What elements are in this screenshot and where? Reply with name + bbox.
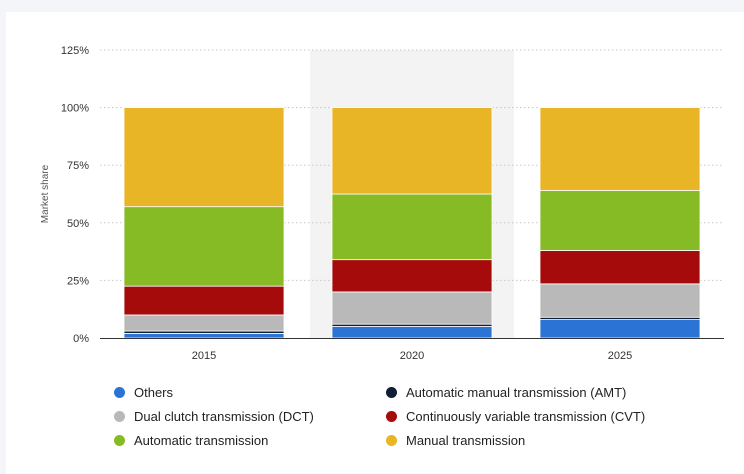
legend-item[interactable]: Automatic transmission [114, 433, 268, 448]
x-axis-ticks: 2015 2020 2025 [192, 350, 632, 362]
bars [123, 107, 701, 339]
bar-segment[interactable] [539, 107, 701, 191]
legend-label: Dual clutch transmission (DCT) [134, 409, 314, 424]
legend-label: Automatic manual transmission (AMT) [406, 385, 627, 400]
bar-segment[interactable] [539, 190, 701, 251]
legend-item[interactable]: Others [114, 385, 173, 400]
bar-segment[interactable] [123, 332, 285, 339]
x-tick-label: 2025 [608, 350, 632, 362]
bar-segment[interactable] [539, 250, 701, 285]
legend-marker [386, 435, 397, 446]
legend-item[interactable]: Automatic manual transmission (AMT) [386, 385, 626, 400]
legend-marker [114, 387, 125, 398]
y-tick-label: 25% [67, 275, 89, 287]
y-tick-label: 125% [61, 45, 89, 57]
legend-marker [386, 387, 397, 398]
legend-label: Continuously variable transmission (CVT) [406, 409, 646, 424]
bar-segment[interactable] [539, 283, 701, 318]
bar-segment[interactable] [123, 206, 285, 287]
legend-label: Others [134, 385, 174, 400]
bar-segment[interactable] [123, 107, 285, 208]
legend-marker [386, 411, 397, 422]
y-tick-label: 0% [73, 333, 89, 345]
legend-item[interactable]: Continuously variable transmission (CVT) [386, 409, 645, 424]
legend-item[interactable]: Manual transmission [386, 433, 525, 448]
bar-segment[interactable] [331, 259, 493, 293]
x-tick-label: 2015 [192, 350, 216, 362]
bar-segment[interactable] [331, 291, 493, 325]
bar-segment[interactable] [539, 319, 701, 339]
y-axis-ticks: 0% 25% 50% 75% 100% 125% [61, 45, 89, 345]
legend-label: Automatic transmission [134, 433, 269, 448]
y-tick-label: 50% [67, 218, 89, 230]
bar-segment[interactable] [331, 107, 493, 195]
legend-marker [114, 435, 125, 446]
legend-item[interactable]: Dual clutch transmission (DCT) [114, 409, 314, 424]
bar-segment[interactable] [331, 326, 493, 339]
y-axis-label: Market share [40, 164, 51, 223]
legend-label: Manual transmission [406, 433, 526, 448]
x-tick-label: 2020 [400, 350, 424, 362]
y-tick-label: 75% [67, 160, 89, 172]
bar-segment[interactable] [331, 193, 493, 261]
bar-segment[interactable] [123, 314, 285, 332]
y-tick-label: 100% [61, 103, 89, 115]
bar-segment[interactable] [123, 285, 285, 316]
legend-marker [114, 411, 125, 422]
